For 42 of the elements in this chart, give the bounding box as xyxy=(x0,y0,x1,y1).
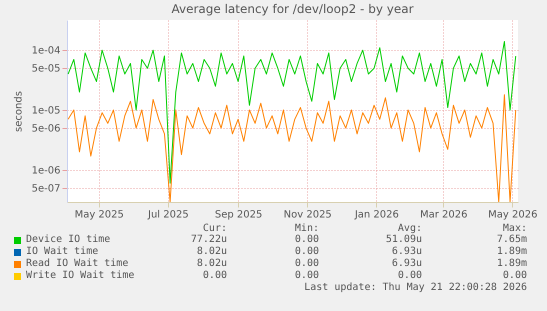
x-tick-label: Sep 2025 xyxy=(214,210,262,220)
legend-label: Device IO time xyxy=(26,234,110,246)
text: 7.65m xyxy=(496,234,527,246)
text: Last update: Thu May 21 22:00:28 2026 xyxy=(304,282,527,294)
text: 0.00 xyxy=(294,246,319,258)
text: 0.00 xyxy=(294,258,319,270)
text: 77.22u xyxy=(190,234,227,246)
text: Cur: xyxy=(202,223,227,234)
y-tick-label: 1e-06 xyxy=(32,165,60,176)
text: 0.00 xyxy=(202,270,227,282)
text: 0.00 xyxy=(398,270,422,282)
text: Min: xyxy=(294,223,319,234)
text: 1.89m xyxy=(496,258,527,270)
x-tick-label: Mar 2026 xyxy=(420,210,468,220)
text: 6.93u xyxy=(392,258,422,270)
x-tick-label: May 2026 xyxy=(488,210,538,220)
x-tick-label: Jan 2026 xyxy=(354,210,399,220)
text: 51.09u xyxy=(386,234,422,246)
chart-title: Average latency for /dev/loop2 - by year xyxy=(171,2,414,16)
text: Avg: xyxy=(398,223,422,234)
y-tick-label: 1e-05 xyxy=(32,106,60,117)
text: Max: xyxy=(502,223,527,234)
legend-label: Write IO Wait time xyxy=(26,270,134,282)
y-tick-label: 1e-04 xyxy=(32,46,60,57)
x-tick-label: Nov 2025 xyxy=(284,210,332,220)
y-tick-label: 5e-05 xyxy=(32,64,60,75)
legend-label: Read IO Wait time xyxy=(26,258,128,270)
legend-label: IO Wait time xyxy=(26,246,98,258)
text: 0.00 xyxy=(502,270,527,282)
text: 8.02u xyxy=(196,246,227,258)
x-tick-label: May 2025 xyxy=(74,210,124,220)
line-series xyxy=(68,40,516,184)
y-axis-title: seconds xyxy=(14,91,25,132)
text: 0.00 xyxy=(294,270,319,282)
x-tick-label: Jul 2025 xyxy=(147,210,189,220)
text: 1.89m xyxy=(496,246,527,258)
text: 0.00 xyxy=(294,234,319,246)
line-series xyxy=(68,94,516,202)
text: 8.02u xyxy=(196,258,227,270)
y-tick-label: 5e-06 xyxy=(32,124,60,135)
y-tick-label: 5e-07 xyxy=(32,183,60,194)
text: 6.93u xyxy=(392,246,422,258)
